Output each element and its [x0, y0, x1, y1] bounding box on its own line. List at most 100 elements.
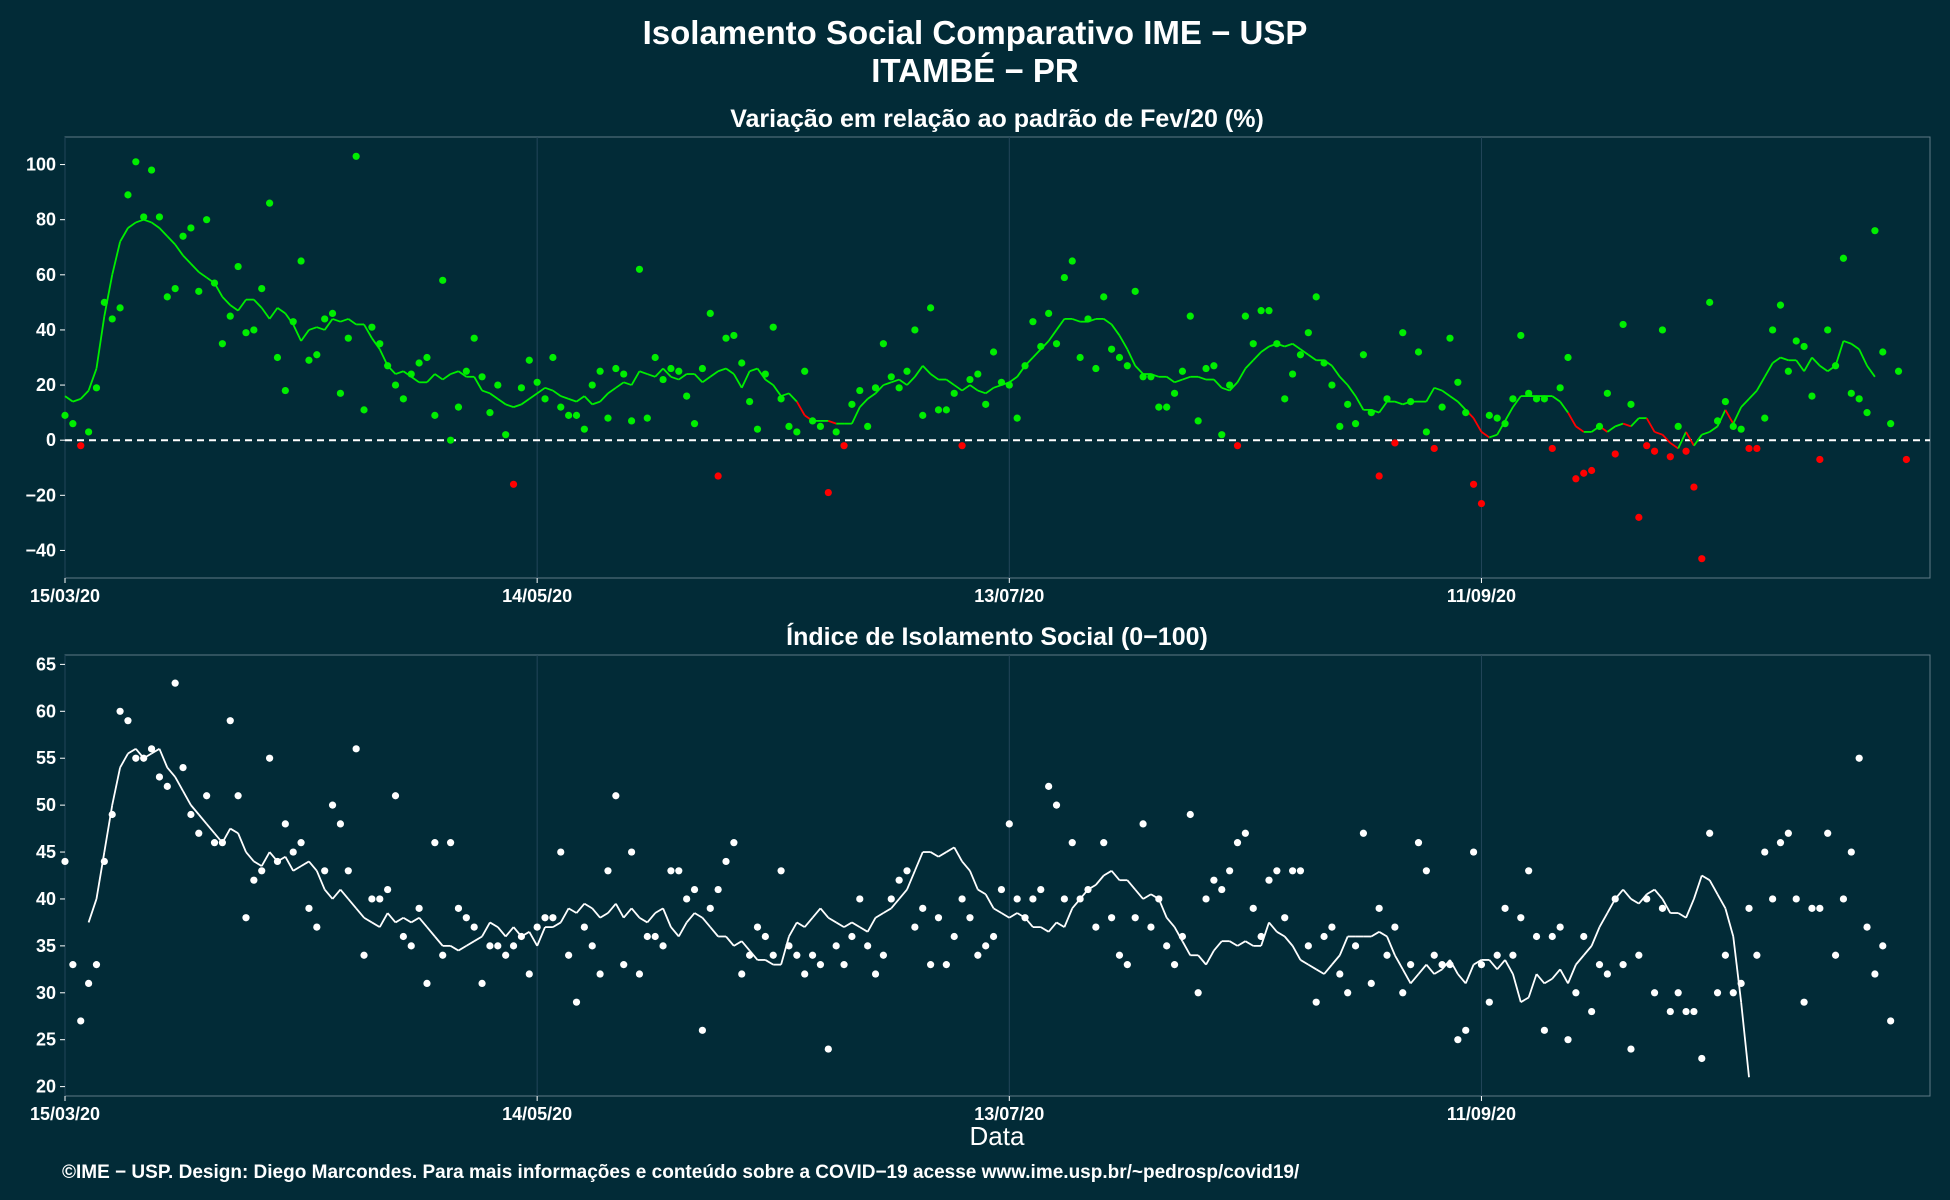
index-moving-average-segment: [1110, 870, 1121, 881]
index-data-point: [966, 914, 974, 922]
index-data-point: [1469, 848, 1478, 856]
index-data-point: [1218, 885, 1226, 894]
index-moving-average-segment: [1056, 921, 1065, 928]
variation-data-point: [683, 392, 691, 400]
index-data-point: [1501, 904, 1509, 912]
variation-x-tick-label: 15/03/20: [30, 586, 100, 606]
variation-moving-average-segment: [489, 392, 499, 400]
variation-moving-average-segment: [103, 274, 114, 317]
index-moving-average-segment: [969, 870, 979, 890]
index-moving-average-segment: [1425, 964, 1435, 975]
variation-moving-average-segment: [560, 395, 569, 400]
index-moving-average-segment: [819, 907, 830, 919]
variation-data-point: [1564, 353, 1572, 362]
variation-data-point: [85, 428, 93, 436]
variation-data-point: [486, 409, 494, 417]
index-data-point: [1170, 961, 1179, 969]
variation-y-tick-label: 60: [36, 265, 56, 285]
index-x-tick-label: 14/05/20: [502, 1104, 572, 1124]
variation-data-point: [1611, 450, 1619, 458]
index-data-point: [801, 970, 809, 978]
variation-moving-average-segment: [442, 373, 452, 381]
variation-moving-average-segment: [1221, 386, 1230, 392]
variation-y-tick-label: −40: [25, 540, 56, 560]
variation-data-point: [1706, 298, 1714, 306]
variation-moving-average-segment: [1213, 378, 1223, 389]
index-data-point: [352, 745, 360, 753]
index-data-point: [1155, 895, 1163, 903]
variation-moving-average-segment: [1748, 389, 1758, 400]
variation-data-point: [502, 431, 510, 439]
variation-moving-average-segment: [221, 296, 231, 306]
variation-moving-average-segment: [363, 323, 373, 339]
variation-data-point: [1052, 340, 1061, 348]
index-data-point: [793, 951, 801, 959]
variation-moving-average-segment: [1331, 365, 1341, 378]
index-moving-average-segment: [882, 907, 892, 914]
index-moving-average-segment: [1205, 950, 1215, 966]
variation-moving-average-segment: [1622, 422, 1632, 428]
index-data-point: [92, 961, 101, 969]
variation-moving-average-segment: [1441, 389, 1451, 397]
index-moving-average-segment: [1047, 921, 1058, 933]
variation-moving-average-segment: [434, 373, 444, 381]
variation-data-point: [1391, 439, 1399, 447]
variation-data-point: [525, 356, 533, 364]
index-moving-average-segment: [1433, 968, 1443, 975]
variation-moving-average-segment: [1425, 387, 1436, 403]
index-moving-average-segment: [977, 888, 987, 896]
variation-data-point: [651, 353, 659, 362]
variation-data-point: [446, 436, 455, 444]
index-data-point: [1682, 1007, 1690, 1016]
index-moving-average-segment: [1520, 996, 1530, 1003]
index-data-point: [620, 961, 628, 969]
variation-data-point: [1249, 340, 1257, 348]
index-data-point: [210, 839, 219, 847]
variation-data-point: [1879, 348, 1887, 356]
variation-data-point: [1650, 447, 1659, 455]
index-moving-average-segment: [1237, 940, 1246, 947]
variation-data-point: [517, 384, 526, 392]
variation-moving-average-segment: [1236, 368, 1247, 383]
variation-moving-average-segment: [1866, 365, 1876, 378]
variation-data-point: [1320, 359, 1328, 367]
index-data-point: [557, 848, 565, 856]
index-data-point: [1462, 1026, 1470, 1034]
variation-data-point: [1855, 395, 1863, 403]
index-data-point: [974, 951, 982, 959]
index-data-point: [305, 904, 313, 912]
index-moving-average-segment: [504, 926, 515, 938]
variation-moving-average-segment: [788, 392, 798, 403]
variation-moving-average-segment: [575, 395, 585, 403]
variation-x-tick-label: 13/07/20: [974, 586, 1044, 606]
variation-moving-average-segment: [1575, 425, 1585, 433]
index-data-point: [1847, 848, 1855, 856]
variation-moving-average-segment: [111, 241, 121, 276]
variation-moving-average-segment: [1512, 395, 1522, 408]
variation-moving-average-segment: [615, 381, 625, 389]
index-data-point: [163, 782, 171, 790]
index-data-point: [1281, 914, 1289, 922]
index-moving-average-segment: [1740, 1002, 1750, 1078]
index-data-point: [265, 754, 274, 762]
variation-data-point: [958, 442, 966, 450]
index-data-point: [1375, 904, 1383, 912]
index-moving-average-segment: [1622, 888, 1632, 900]
variation-moving-average-segment: [764, 378, 774, 386]
index-moving-average-segment: [630, 907, 641, 919]
index-x-tick-label: 13/07/20: [974, 1104, 1044, 1124]
variation-moving-average-segment: [72, 397, 82, 403]
variation-moving-average-segment: [756, 368, 767, 381]
index-data-point: [919, 904, 927, 912]
variation-data-point: [1808, 392, 1816, 400]
index-moving-average-segment: [1590, 926, 1601, 947]
variation-data-point: [1745, 444, 1753, 453]
panel-variation-marks: [61, 152, 1930, 563]
index-moving-average-segment: [1630, 898, 1640, 905]
index-data-point: [1761, 848, 1769, 856]
variation-moving-average-segment: [80, 389, 90, 400]
index-data-point: [856, 895, 864, 903]
variation-data-point: [1454, 378, 1462, 386]
index-data-point: [1446, 961, 1454, 969]
variation-data-point: [557, 403, 565, 411]
